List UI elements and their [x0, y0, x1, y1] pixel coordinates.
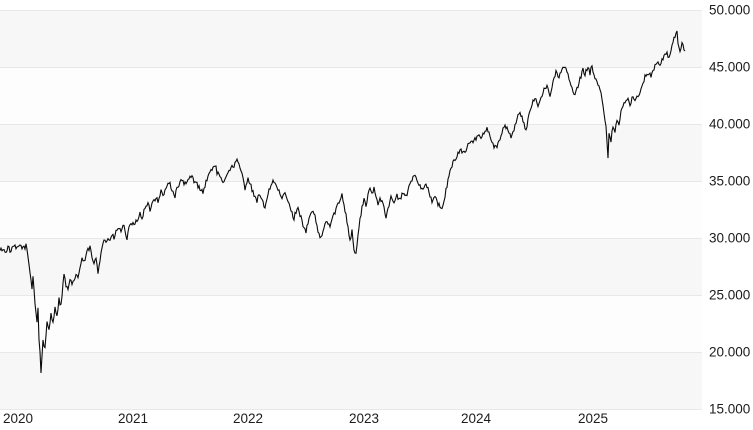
- x-axis-label-2024: 2024: [461, 411, 492, 426]
- y-axis-label-35000: 35.000: [709, 173, 751, 189]
- x-axis-label-2023: 2023: [349, 411, 380, 426]
- x-axis-label-2020: 2020: [3, 411, 34, 426]
- x-axis-label-2025: 2025: [578, 411, 609, 426]
- y-axis-label-30000: 30.000: [709, 230, 751, 246]
- y-axis-label-40000: 40.000: [709, 116, 751, 132]
- y-axis-label-15000: 15.000: [709, 401, 751, 417]
- y-axis-label-45000: 45.000: [709, 59, 751, 75]
- y-axis-label-25000: 25.000: [709, 287, 751, 303]
- y-axis-label-50000: 50.000: [709, 2, 751, 18]
- x-axis-label-2021: 2021: [118, 411, 149, 426]
- y-axis-label-20000: 20.000: [709, 344, 751, 360]
- x-axis-label-2022: 2022: [233, 411, 264, 426]
